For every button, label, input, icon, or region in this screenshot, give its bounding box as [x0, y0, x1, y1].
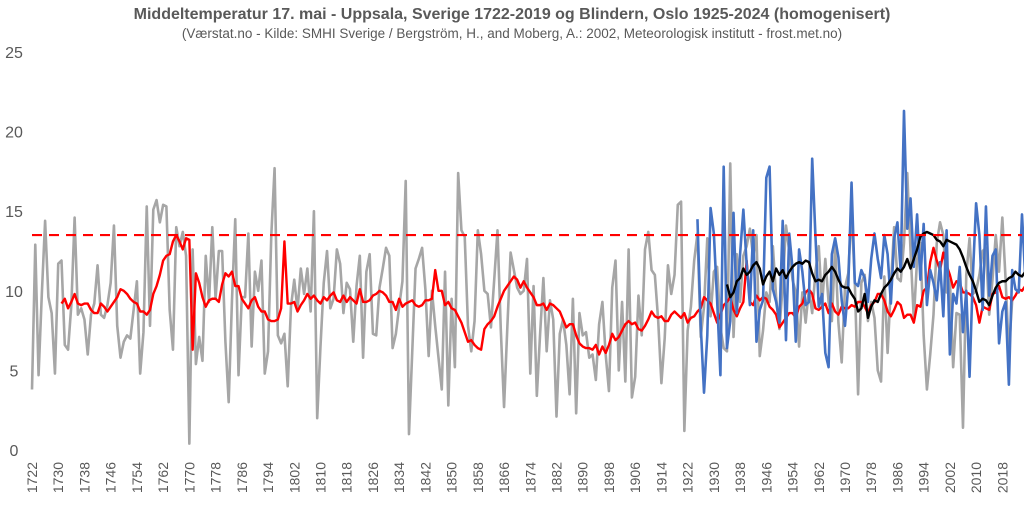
x-tick-label: 1802: [286, 462, 302, 493]
x-tick-label: 1778: [208, 462, 224, 493]
y-tick-label: 15: [5, 204, 23, 221]
x-tick-label: 1882: [549, 462, 565, 493]
x-tick-label: 1890: [575, 462, 591, 493]
series-line-uppsala_smooth: [60, 233, 1024, 356]
x-tick-label: 1754: [129, 462, 145, 493]
x-tick-label: 1818: [339, 462, 355, 493]
x-tick-label: 1978: [863, 462, 879, 493]
x-tick-label: 1914: [653, 462, 669, 493]
chart-subtitle: (Værstat.no - Kilde: SMHI Sverige / Berg…: [182, 26, 842, 41]
y-tick-label: 5: [10, 363, 19, 380]
series-line-oslo_smooth: [725, 230, 1024, 320]
x-tick-label: 1834: [391, 462, 407, 493]
x-tick-label: 1994: [916, 462, 932, 493]
x-tick-label: 1906: [627, 462, 643, 493]
x-tick-label: 1898: [601, 462, 617, 493]
x-tick-label: 1770: [181, 462, 197, 493]
x-tick-label: 1738: [76, 462, 92, 493]
y-tick-label: 10: [5, 284, 23, 301]
x-tick-label: 1930: [706, 462, 722, 493]
x-tick-label: 1954: [785, 462, 801, 493]
x-tick-label: 1962: [811, 462, 827, 493]
x-tick-label: 1746: [103, 462, 119, 493]
x-tick-label: 1850: [444, 462, 460, 493]
x-tick-label: 1858: [470, 462, 486, 493]
x-tick-label: 1762: [155, 462, 171, 493]
x-tick-label: 1986: [889, 462, 905, 493]
x-tick-label: 2002: [942, 462, 958, 493]
series-layer: [30, 109, 1024, 445]
y-tick-label: 25: [5, 45, 23, 62]
x-tick-label: 1874: [522, 462, 538, 493]
x-tick-label: 1826: [365, 462, 381, 493]
x-tick-label: 1866: [496, 462, 512, 493]
x-tick-label: 1730: [50, 462, 66, 493]
x-axis-ticks: 1722 1730 1738 1746 1754 1762 1770 1778 1786 1794…: [24, 462, 1010, 493]
x-tick-label: 2018: [994, 462, 1010, 493]
series-line-oslo: [696, 109, 1024, 394]
x-tick-label: 1938: [732, 462, 748, 493]
x-tick-label: 1970: [837, 462, 853, 493]
x-tick-label: 1842: [417, 462, 433, 493]
x-tick-label: 1810: [312, 462, 328, 493]
x-tick-label: 1922: [680, 462, 696, 493]
x-tick-label: 1722: [24, 462, 40, 493]
y-tick-label: 20: [5, 125, 23, 142]
y-tick-label: 0: [10, 443, 19, 460]
chart-title: Middeltemperatur 17. mai - Uppsala, Sver…: [134, 6, 891, 23]
x-tick-label: 1946: [758, 462, 774, 493]
x-tick-label: 1794: [260, 462, 276, 493]
y-axis-ticks: 0 5 10 15 20 25: [5, 45, 23, 460]
x-tick-label: 1786: [234, 462, 250, 493]
x-tick-label: 2010: [968, 462, 984, 493]
